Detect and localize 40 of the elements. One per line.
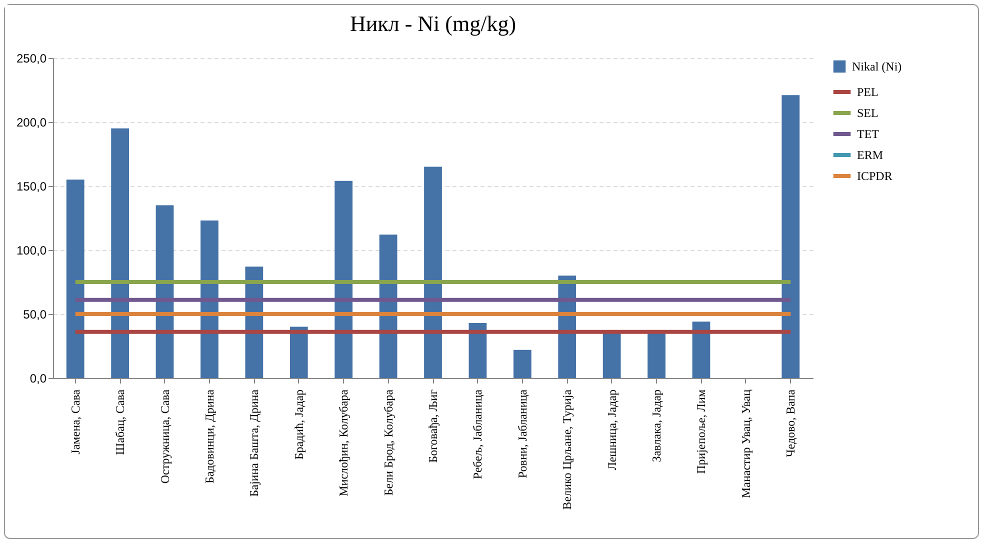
y-tick-label: 200,0 [16, 116, 47, 130]
bar [111, 128, 129, 378]
x-tick-label: Брадић, Јадар [292, 390, 306, 460]
bar [468, 322, 487, 378]
bar [424, 166, 442, 378]
x-tick-label: Бели Брод, Колубара [381, 388, 396, 496]
legend-label: SEL [857, 106, 878, 120]
legend-label: ICPDR [857, 169, 892, 183]
x-tick-label: Пријепоље, Лим [694, 389, 708, 474]
x-tick-label: Боговађа, Љиг [426, 389, 440, 463]
bar [334, 180, 353, 378]
bar [692, 322, 710, 378]
y-tick-label: 50,0 [23, 308, 47, 322]
x-tick-label: Ровни, Јабланица [515, 388, 530, 478]
x-tick-label: Чедово, Вапа [784, 388, 798, 458]
legend-label: Nikal (Ni) [852, 60, 902, 74]
x-tick-label: Бадовинци, Дрина [202, 388, 216, 484]
y-tick-label: 0,0 [30, 372, 47, 386]
x-tick-label: Мислођин, Колубара [336, 388, 351, 496]
bar [200, 220, 218, 378]
legend-label: ERM [857, 148, 884, 162]
bar [290, 326, 308, 378]
y-tick-label: 150,0 [16, 180, 47, 194]
legend-label: TET [857, 127, 880, 141]
chart-title: Никл - Ni (mg/kg) [350, 11, 516, 36]
x-tick-label: Ребељ, Јабланица [470, 388, 485, 480]
x-tick-label: Бајина Башта, Дрина [247, 388, 262, 497]
y-tick-label: 250,0 [16, 52, 47, 66]
x-tick-label: Завлака, Јадар [650, 390, 664, 462]
bar [782, 95, 800, 378]
bar [66, 180, 84, 378]
bar [513, 350, 532, 378]
x-tick-label: Лешница, Јадар [604, 390, 619, 470]
x-tick-label: Остружница, Сава [158, 388, 172, 484]
legend-label: PEL [857, 85, 878, 99]
x-tick-label: Манастир Увац, Увац [738, 388, 753, 498]
x-tick-label: Шабац, Сава [113, 388, 128, 455]
y-tick-label: 100,0 [16, 244, 47, 258]
x-tick-label: Велико Црљане, Турија [560, 388, 574, 510]
x-tick-label: Јамена, Сава [68, 388, 82, 454]
